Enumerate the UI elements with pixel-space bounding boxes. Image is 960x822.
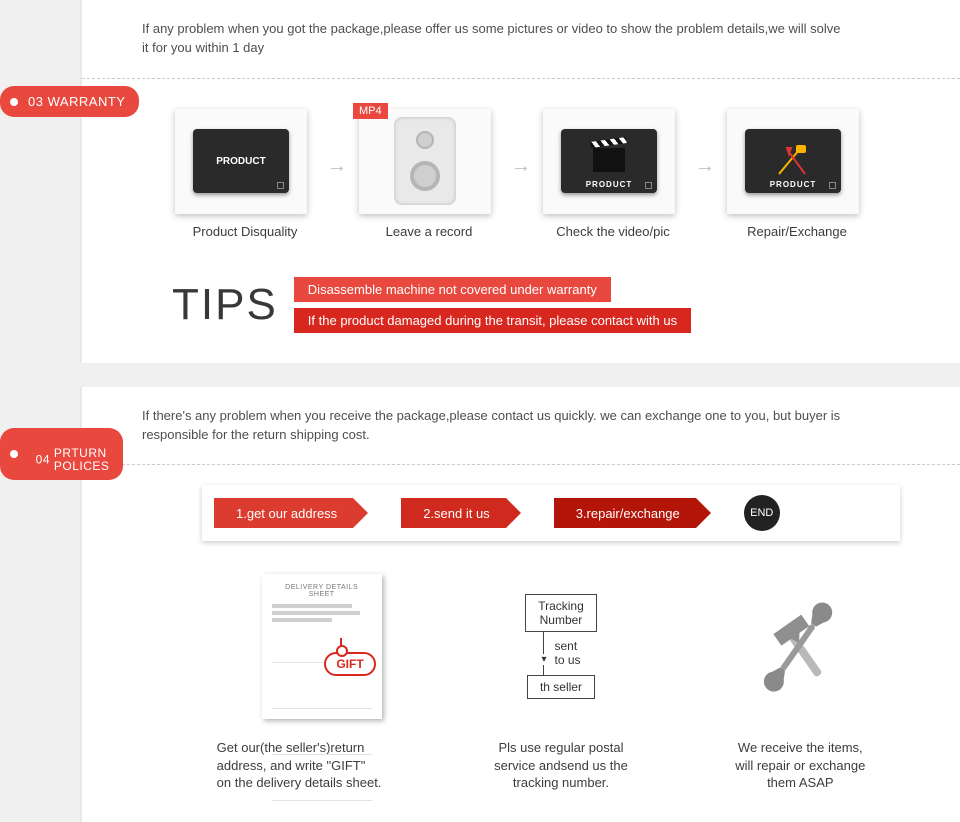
step3-caption: Check the video/pic: [543, 224, 683, 239]
section-tab-warranty: 03 WARRANTY: [0, 86, 139, 117]
trio-text-2: Pls use regular postal service andsend u…: [456, 739, 666, 792]
product-label: PRODUCT: [586, 180, 633, 189]
tracking-box-top: Tracking Number: [525, 594, 597, 632]
trio-col-2: Tracking Number ▾ sent to us th seller P…: [456, 571, 666, 792]
delivery-sheet-icon: DELIVERY DETAILS SHEET GIFT: [262, 574, 382, 719]
sheet-header: DELIVERY DETAILS SHEET: [272, 584, 372, 598]
divider: [82, 78, 960, 79]
gift-badge: GIFT: [324, 652, 375, 676]
tip-line-1: Disassemble machine not covered under wa…: [294, 277, 611, 302]
return-steps-bar: 1.get our address 2.send it us 3.repair/…: [202, 485, 900, 541]
divider: [82, 464, 960, 465]
step-arrow-3: 3.repair/exchange: [554, 498, 696, 528]
tracking-mid-label: sent to us: [554, 639, 580, 667]
return-intro-text: If there's any problem when you receive …: [82, 387, 960, 455]
step2-caption: Leave a record: [359, 224, 499, 239]
speaker-icon: MP4: [359, 109, 491, 214]
panel-return: If there's any problem when you receive …: [80, 387, 960, 822]
trio-text-3: We receive the items, will repair or exc…: [695, 739, 905, 792]
clapper-icon: PRODUCT: [543, 109, 675, 214]
product-label: PRODUCT: [216, 156, 265, 167]
step-arrow-1: 1.get our address: [214, 498, 353, 528]
trio-text-1: Get our(the seller's)return address, and…: [217, 739, 427, 792]
arrow-icon: →: [693, 155, 717, 179]
tab-text: PRTURN POLICES: [54, 447, 110, 473]
panel-warranty: If any problem when you got the package,…: [80, 0, 960, 363]
product-screen-icon: PRODUCT: [175, 109, 307, 214]
trio-col-3: We receive the items, will repair or exc…: [695, 571, 905, 792]
section-tab-return: 04 PRTURN POLICES: [0, 428, 123, 480]
flow-step-2: MP4 Leave a record: [359, 109, 499, 239]
warranty-intro-text: If any problem when you got the package,…: [82, 0, 960, 68]
hammer-wrench-icon: [695, 571, 905, 721]
tips-block: TIPS Disassemble machine not covered und…: [82, 269, 960, 363]
warranty-flow: PRODUCT Product Disquality → MP4 Leave a…: [82, 89, 960, 269]
tracking-box-bottom: th seller: [527, 675, 595, 699]
arrow-icon: →: [509, 155, 533, 179]
tools-screen-icon: PRODUCT: [727, 109, 859, 214]
step4-caption: Repair/Exchange: [727, 224, 867, 239]
trio-col-1: DELIVERY DETAILS SHEET GIFT Get our(the …: [217, 571, 427, 792]
step1-caption: Product Disquality: [175, 224, 315, 239]
arrow-icon: →: [325, 155, 349, 179]
product-label: PRODUCT: [770, 180, 817, 189]
tip-line-2: If the product damaged during the transi…: [294, 308, 691, 333]
tips-title: TIPS: [172, 280, 278, 330]
tab-num: 04: [36, 453, 50, 467]
mp4-badge: MP4: [353, 103, 388, 119]
end-circle: END: [744, 495, 780, 531]
flow-step-3: PRODUCT Check the video/pic: [543, 109, 683, 239]
flow-step-1: PRODUCT Product Disquality: [175, 109, 315, 239]
flow-step-4: PRODUCT Repair/Exchange: [727, 109, 867, 239]
tracking-diagram-icon: Tracking Number ▾ sent to us th seller: [525, 594, 597, 699]
return-trio: DELIVERY DETAILS SHEET GIFT Get our(the …: [82, 571, 960, 812]
step-arrow-2: 2.send it us: [401, 498, 506, 528]
